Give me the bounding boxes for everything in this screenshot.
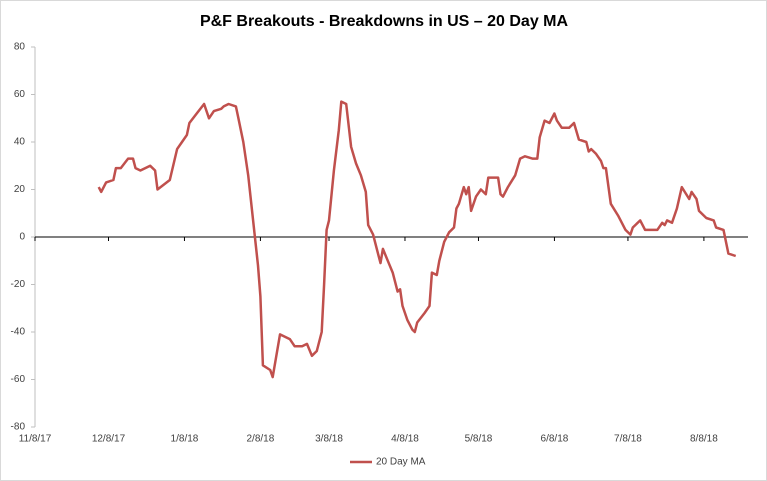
y-tick-label: 60 <box>14 89 26 100</box>
legend-label: 20 Day MA <box>376 457 426 468</box>
x-tick-label: 11/8/17 <box>19 434 52 445</box>
x-tick-label: 8/8/18 <box>690 434 718 445</box>
x-tick-label: 2/8/18 <box>247 434 275 445</box>
y-tick-label: -80 <box>11 422 26 433</box>
x-tick-label: 5/8/18 <box>465 434 493 445</box>
x-tick-label: 7/8/18 <box>614 434 642 445</box>
y-tick-label: 80 <box>14 42 26 53</box>
y-tick-label: -60 <box>11 374 26 385</box>
x-tick-label: 6/8/18 <box>541 434 569 445</box>
x-tick-label: 1/8/18 <box>171 434 199 445</box>
chart-title: P&F Breakouts - Breakdowns in US – 20 Da… <box>200 13 569 30</box>
y-tick-label: 20 <box>14 184 26 195</box>
y-tick-label: -20 <box>11 279 26 290</box>
x-tick-label: 3/8/18 <box>315 434 343 445</box>
y-tick-label: -40 <box>11 327 26 338</box>
x-tick-label: 4/8/18 <box>391 434 419 445</box>
x-tick-label: 12/8/17 <box>92 434 126 445</box>
y-tick-label: 40 <box>14 137 26 148</box>
y-tick-label: 0 <box>19 232 25 243</box>
data-line <box>97 100 737 379</box>
